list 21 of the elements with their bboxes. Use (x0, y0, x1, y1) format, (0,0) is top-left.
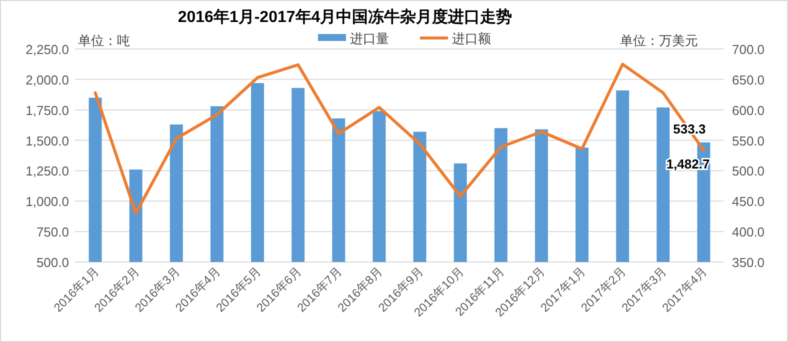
y2-tick-label: 600.0 (732, 102, 765, 118)
y-tick-label: 500.0 (36, 255, 69, 270)
y2-tick-label: 400.0 (732, 224, 765, 240)
chart-title: 2016年1月-2017年4月中国冻牛杂月度进口走势 (178, 7, 512, 26)
y-tick-label: 1,750.0 (26, 102, 69, 118)
y2-tick-label: 500.0 (732, 164, 765, 179)
y-axis-title: 单位：吨 (78, 33, 130, 48)
y-tick-label: 2,250.0 (26, 42, 69, 57)
y-tick-label: 1,250.0 (26, 164, 69, 179)
legend-label: 进口额 (452, 31, 491, 46)
y-tick-label: 2,000.0 (26, 72, 69, 88)
legend-label: 进口量 (350, 31, 389, 46)
y2-tick-label: 350.0 (732, 255, 765, 270)
y-tick-label: 1,500.0 (26, 133, 69, 148)
y2-tick-label: 650.0 (732, 72, 765, 88)
y-tick-label: 1,000.0 (26, 194, 69, 210)
y2-tick-label: 550.0 (732, 133, 765, 148)
y2-tick-label: 450.0 (732, 194, 765, 210)
y2-tick-label: 700.0 (732, 42, 765, 57)
y2-axis-title: 单位：万美元 (620, 33, 698, 48)
y-tick-label: 750.0 (36, 224, 69, 240)
